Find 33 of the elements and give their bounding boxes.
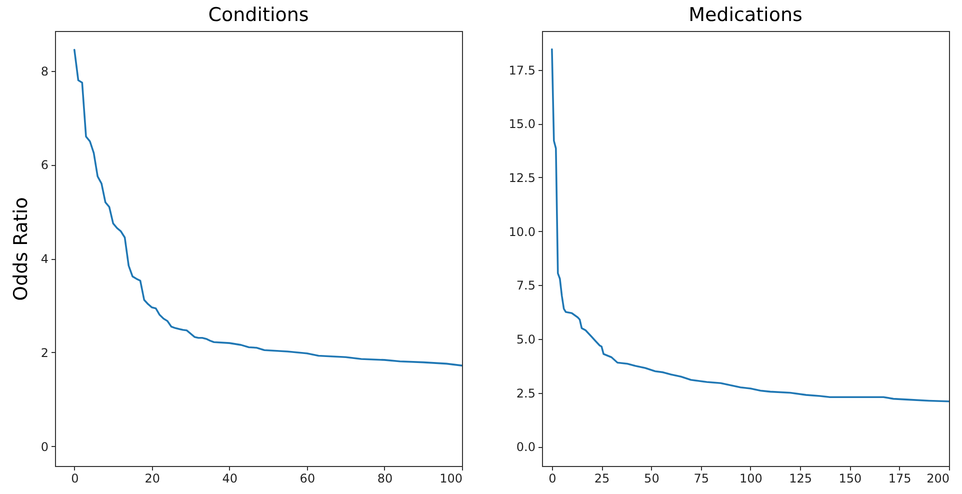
y-tick-label: 12.5 — [508, 170, 536, 185]
x-tick-label: 40 — [222, 472, 238, 486]
x-tick-label: 200 — [926, 472, 950, 486]
y-tick-label: 8 — [40, 64, 48, 78]
x-tick-label: 80 — [377, 472, 393, 486]
x-tick-label: 75 — [694, 472, 709, 486]
y-tick-label: 6 — [40, 158, 48, 172]
line-series — [551, 48, 949, 402]
y-tick-label: 5.0 — [516, 332, 536, 346]
x-tick-label: 125 — [789, 472, 812, 486]
x-tick-label: 100 — [740, 472, 762, 486]
y-tick-label: 17.5 — [508, 63, 536, 78]
y-tick-label: 4 — [40, 252, 48, 266]
x-tick-label: 175 — [888, 472, 912, 486]
y-tick-label: 0 — [40, 440, 48, 454]
x-tick-label: 0 — [71, 472, 79, 486]
y-tick-label: 2 — [40, 346, 48, 360]
chart-title: Conditions — [208, 4, 309, 26]
y-tick-label: 10.0 — [508, 224, 536, 239]
y-tick-label: 0.0 — [516, 440, 536, 454]
y-tick-label: 7.5 — [516, 278, 536, 293]
x-tick-label: 25 — [594, 472, 610, 486]
x-tick-label: 60 — [300, 472, 316, 486]
y-axis-title: Odds Ratio — [10, 197, 32, 301]
x-tick-label: 100 — [440, 472, 462, 486]
y-tick-label: 15.0 — [508, 117, 536, 132]
y-tick-label: 2.5 — [516, 386, 536, 400]
chart-title: Medications — [688, 4, 802, 26]
x-tick-label: 0 — [548, 472, 556, 486]
x-tick-label: 150 — [838, 472, 862, 486]
x-tick-label: 50 — [644, 472, 660, 486]
x-tick-label: 20 — [144, 472, 160, 486]
line-series — [73, 48, 462, 366]
